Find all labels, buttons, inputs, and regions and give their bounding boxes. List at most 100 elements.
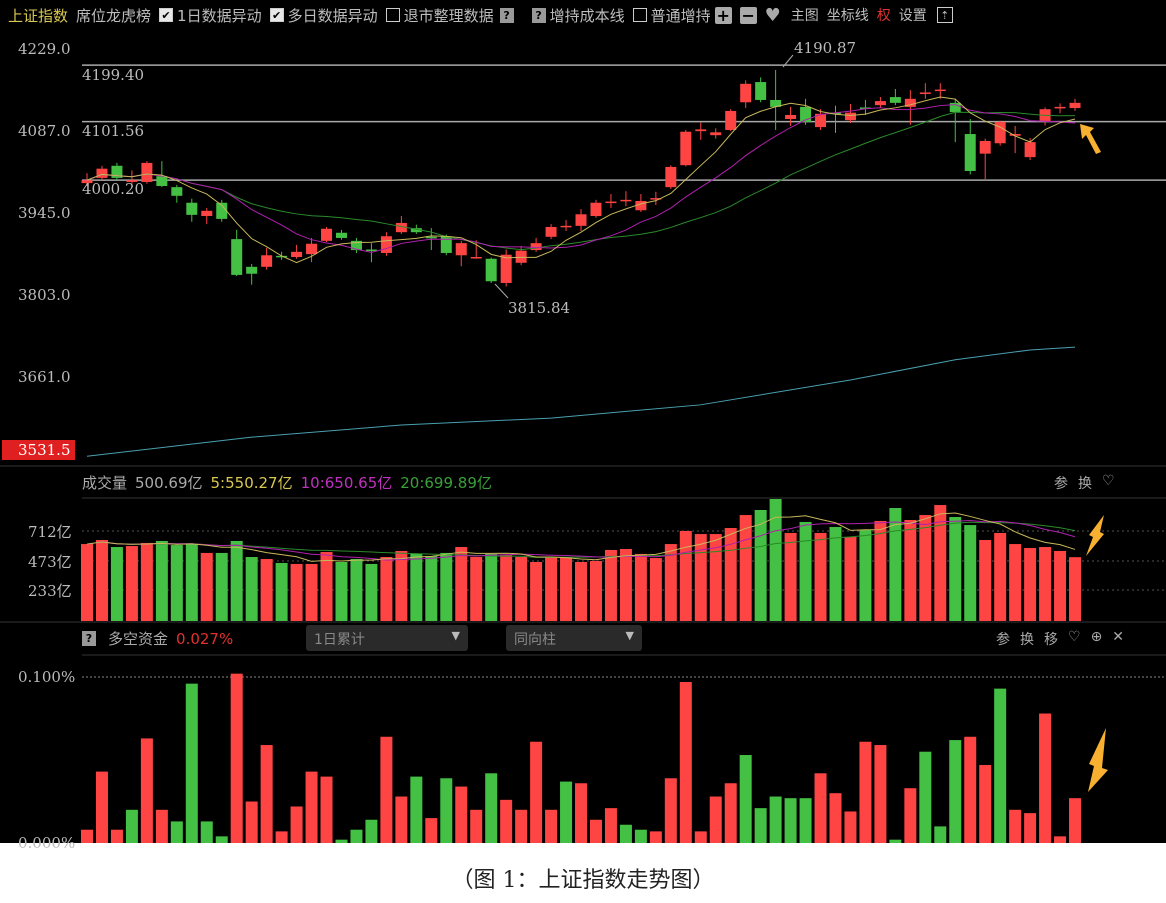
- favorite-heart-icon[interactable]: ♥: [764, 4, 781, 26]
- stock-chart-app: 上证指数 席位龙虎榜 ✔ 1日数据异动 ✔ 多日数据异动 退市整理数据? ? 增持成本…: [0, 0, 1166, 852]
- switch-button[interactable]: 换: [1078, 476, 1092, 492]
- volume-ma20-line: [86, 521, 1076, 558]
- price-line-label: 4000.20: [82, 180, 145, 198]
- multi-day-anomaly-checkbox[interactable]: ✔ 多日数据异动: [269, 5, 378, 26]
- candle-up: [919, 92, 931, 94]
- price-line-label: 4199.40: [82, 66, 145, 84]
- fund-bar: [245, 801, 258, 843]
- volume-bar: [814, 532, 827, 621]
- fund-bar: [694, 831, 707, 843]
- candle-down: [889, 97, 901, 103]
- price-axis-label: 3945.0: [18, 204, 71, 222]
- rights-button[interactable]: 权: [876, 8, 891, 24]
- params-button[interactable]: 参: [1054, 476, 1068, 492]
- volume-ma5-line: [86, 512, 1076, 562]
- candle-down: [276, 255, 288, 258]
- help-icon[interactable]: ?: [531, 7, 546, 23]
- export-button[interactable]: ⇡: [936, 7, 953, 23]
- fund-bar: [395, 796, 408, 843]
- volume-bar: [829, 527, 842, 621]
- price-axis-label: 3661.0: [18, 368, 71, 386]
- volume-value: 500.69亿: [135, 474, 203, 492]
- zoom-out-button[interactable]: −: [739, 5, 757, 25]
- volume-bar: [395, 550, 408, 621]
- fund-bar: [949, 740, 962, 843]
- switch-button[interactable]: 换: [1020, 632, 1034, 648]
- normal-increase-checkbox[interactable]: 普通增持: [632, 5, 711, 26]
- settings-button[interactable]: 设置: [898, 8, 927, 24]
- close-icon[interactable]: ✕: [1112, 629, 1125, 645]
- volume-bar: [949, 517, 962, 621]
- fund-bar: [814, 773, 827, 843]
- price-axis-label: 4087.0: [18, 122, 71, 140]
- candle-down: [830, 112, 841, 115]
- volume-bar: [545, 557, 558, 621]
- ma5-line: [86, 96, 1076, 264]
- candle-up: [1024, 142, 1036, 158]
- fund-bar: [619, 824, 632, 843]
- one-day-anomaly-checkbox[interactable]: ✔ 1日数据异动: [159, 5, 262, 26]
- volume-bar: [1054, 550, 1067, 621]
- candle-up: [306, 243, 318, 255]
- fund-bar: [1039, 713, 1052, 843]
- fund-bar: [320, 776, 333, 843]
- price-line-label: 4101.56: [82, 122, 145, 140]
- seat-ranking-link[interactable]: 席位龙虎榜: [76, 5, 151, 26]
- candle-down: [216, 202, 228, 219]
- volume-bar: [305, 563, 318, 621]
- chart-canvas[interactable]: [0, 0, 1166, 843]
- checkbox-label: 多日数据异动: [287, 6, 378, 25]
- candle-down: [949, 102, 961, 113]
- checkbox-label: 普通增持: [650, 6, 711, 25]
- candle-down: [425, 236, 437, 239]
- delisting-data-checkbox[interactable]: 退市整理数据?: [385, 5, 518, 26]
- move-button[interactable]: 移: [1044, 632, 1058, 648]
- period-select[interactable]: 1日累计 ▼: [306, 625, 468, 651]
- candle-up: [620, 199, 632, 202]
- main-chart-button[interactable]: 主图: [790, 8, 819, 24]
- fund-bar: [215, 836, 228, 843]
- params-button[interactable]: 参: [996, 632, 1010, 648]
- volume-bar: [724, 528, 737, 621]
- volume-ma20: 20:699.89亿: [400, 474, 492, 492]
- volume-bar: [410, 553, 423, 621]
- fund-bar: [1009, 809, 1022, 843]
- volume-bar: [859, 529, 872, 621]
- candle-down: [770, 99, 782, 107]
- index-title[interactable]: 上证指数: [8, 6, 69, 25]
- ma-long-line: [86, 346, 1076, 457]
- volume-bar: [919, 515, 932, 621]
- candle-up: [904, 98, 916, 107]
- volume-bar: [560, 557, 573, 621]
- help-icon[interactable]: ?: [82, 631, 96, 646]
- fund-bar: [874, 745, 887, 843]
- candle-down: [485, 258, 497, 282]
- candle-down: [335, 232, 347, 238]
- holding-cost-line[interactable]: ? 增持成本线: [531, 5, 625, 26]
- axis-line-button[interactable]: 坐标线: [826, 8, 869, 24]
- fund-bar: [365, 819, 378, 843]
- fund-bar: [275, 831, 288, 843]
- checkbox-checked-icon: ✔: [159, 8, 174, 22]
- volume-bar: [485, 553, 498, 621]
- checkbox-unchecked-icon: [385, 8, 400, 22]
- candle-down: [800, 106, 812, 122]
- volume-bar: [170, 545, 183, 621]
- volume-bar: [934, 505, 947, 621]
- zoom-icon[interactable]: ⊕: [1090, 629, 1103, 645]
- fund-bar: [440, 778, 453, 843]
- volume-bar: [215, 552, 228, 621]
- fund-bar: [844, 811, 857, 843]
- fund-bar: [1024, 813, 1037, 843]
- volume-bar: [335, 561, 348, 621]
- fund-bar: [575, 783, 588, 843]
- candle-down: [440, 236, 452, 253]
- low-marker-arrow: [494, 283, 509, 299]
- fund-bar: [545, 809, 558, 843]
- heart-icon[interactable]: ♡: [1102, 473, 1115, 489]
- help-icon[interactable]: ?: [499, 7, 514, 23]
- zoom-in-button[interactable]: +: [714, 5, 732, 25]
- bar-mode-select[interactable]: 同向柱 ▼: [506, 625, 642, 651]
- candle-down: [365, 249, 377, 252]
- heart-icon[interactable]: ♡: [1068, 629, 1081, 645]
